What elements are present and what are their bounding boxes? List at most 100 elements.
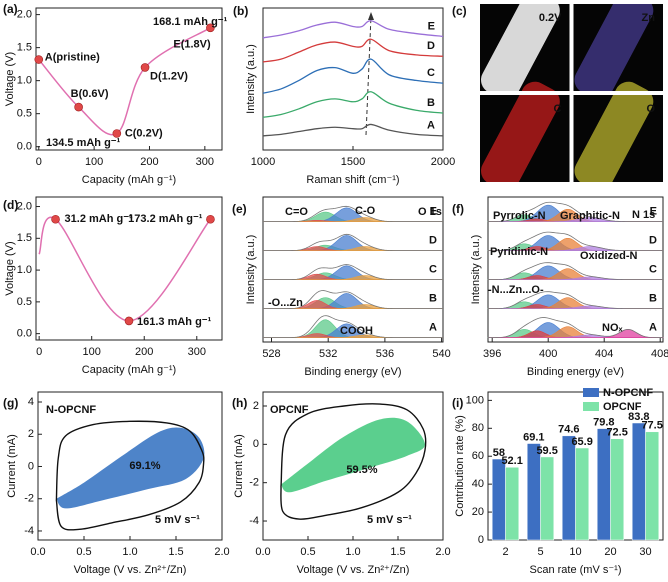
legend-label: N-OPCNF [603, 387, 653, 399]
x-tick-label: 540 [432, 348, 450, 360]
capacitive-area [56, 427, 205, 509]
envelope [263, 233, 443, 252]
element-map [570, 77, 659, 196]
element-map [476, 77, 565, 196]
y-tick-label: 0.5 [17, 296, 32, 308]
spectrum-label: D [429, 234, 437, 246]
x-axis-title: Voltage (V vs. Zn²⁺/Zn) [297, 564, 410, 576]
envelope [263, 205, 443, 223]
x-tick-label: 0.0 [255, 546, 270, 558]
envelope [263, 290, 443, 310]
panel-label: (h) [232, 396, 247, 410]
y-tick-label: 0.0 [17, 328, 32, 340]
cv-loop [55, 420, 205, 531]
mask-bottom [478, 182, 665, 192]
point-label: 173.2 mAh g⁻¹ [128, 213, 203, 225]
x-axis-title: Raman shift (cm⁻¹) [306, 174, 399, 186]
y-axis-title: Current (mA) [6, 434, 18, 498]
x-tick-label: 0.0 [30, 546, 45, 558]
y-tick-label: 0.0 [17, 141, 32, 153]
spectrum-label: A [429, 321, 437, 333]
spectrum-label: D [427, 40, 435, 52]
spectrum-label: B [649, 292, 657, 304]
y-tick-label: 1.0 [17, 264, 32, 276]
mask-gap [569, 4, 574, 182]
y-tick-label: -4 [24, 525, 34, 537]
y-tick-label: 1.0 [17, 75, 32, 87]
fit-peak [263, 235, 443, 251]
panel-title: N-OPCNF [46, 404, 96, 416]
x-tick-label: 20 [604, 546, 616, 558]
x-tick-label: 300 [196, 156, 214, 168]
bar [526, 443, 541, 541]
plot-frame [35, 7, 223, 151]
point-label: D(1.2V) [150, 70, 188, 82]
envelope [263, 264, 443, 281]
x-tick-label: 1.0 [122, 546, 137, 558]
envelope [487, 262, 663, 281]
x-tick-label: 408 [651, 348, 668, 360]
y-axis-title: Current (mA) [233, 434, 245, 498]
point [112, 129, 122, 138]
value-label: 72.5 [606, 427, 627, 439]
y-tick-label: -2 [249, 477, 259, 489]
y-axis-title: Intensity (a.u.) [470, 235, 482, 305]
spectrum-label: E [430, 205, 437, 217]
y-tick-label: 80 [472, 422, 484, 434]
panel-label: (g) [3, 396, 18, 410]
panel-label: (c) [452, 4, 467, 18]
plot-frame [487, 196, 664, 343]
x-tick-label: 2000 [431, 156, 455, 168]
spectrum-label: C [649, 263, 657, 275]
y-tick-label: 0 [478, 534, 484, 546]
point [206, 23, 215, 33]
value-label: 58 [493, 447, 505, 459]
x-tick-label: 200 [140, 156, 158, 168]
y-tick-label: 1.5 [17, 42, 32, 54]
image-label: Zn [642, 12, 656, 24]
image-label: 0.2V [539, 12, 562, 24]
point [206, 214, 215, 224]
x-axis-title: Binding energy (eV) [527, 366, 624, 378]
bar [645, 431, 660, 541]
y-tick-label: 0 [253, 438, 259, 450]
value-label: 74.6 [558, 424, 579, 436]
capacitive-area [281, 417, 425, 493]
bar [561, 435, 576, 541]
x-tick-label: 536 [376, 348, 394, 360]
y-axis-title: Voltage (V) [4, 241, 16, 295]
spectrum-label: A [427, 120, 435, 132]
y-tick-label: 2 [28, 428, 34, 440]
element-map [476, 0, 565, 105]
x-axis-title: Scan rate (mV s⁻¹) [530, 564, 622, 576]
x-tick-label: 100 [83, 346, 101, 358]
x-tick-label: 1.5 [168, 546, 183, 558]
curve [38, 216, 212, 322]
x-tick-label: 532 [319, 348, 337, 360]
component-label: NOₓ [602, 322, 624, 334]
point-label: B(0.6V) [71, 88, 109, 100]
x-tick-label: 300 [188, 346, 206, 358]
spectrum [262, 20, 444, 39]
x-tick-label: 200 [135, 346, 153, 358]
point [34, 55, 44, 64]
value-label: 79.8 [593, 416, 614, 428]
panel-label: (i) [452, 396, 463, 410]
bar [631, 422, 646, 541]
mask-right [663, 0, 668, 192]
mask-top [478, 0, 665, 4]
legend-label: OPCNF [603, 401, 642, 413]
spectrum-label: B [427, 97, 435, 109]
component-label: Pyrrolic-N [493, 210, 546, 222]
point [74, 102, 83, 112]
value-label: 59.5 [536, 445, 557, 457]
spectrum-label: C [427, 67, 435, 79]
y-tick-label: -4 [249, 515, 259, 527]
component-label: Graphitic-N [560, 210, 620, 222]
x-tick-label: 2 [502, 546, 508, 558]
x-tick-label: 0.5 [300, 546, 315, 558]
point-label: A(pristine) [45, 51, 100, 63]
panel-label: (a) [3, 2, 18, 16]
spectrum-label: E [650, 205, 657, 217]
value-label: 52.1 [501, 455, 522, 467]
